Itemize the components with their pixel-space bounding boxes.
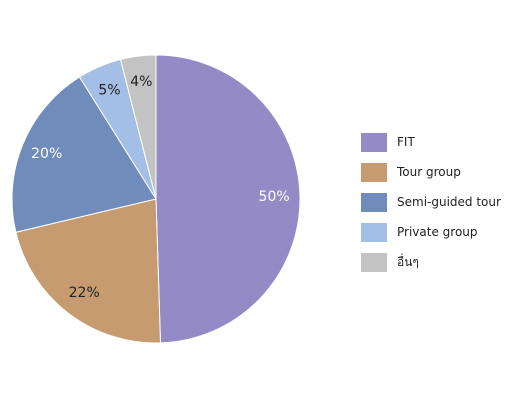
legend-label-fit: FIT [397, 135, 415, 149]
legend-item-other: อื่นๆ [361, 247, 501, 277]
legend-swatch-fit [361, 132, 387, 152]
legend-swatch-tour-group [361, 162, 387, 182]
pie-slice-tour-group [15, 198, 161, 344]
legend-item-semi-guided-tour: Semi-guided tour [361, 187, 501, 217]
legend-swatch-semi-guided-tour [361, 192, 387, 212]
legend-item-fit: FIT [361, 127, 501, 157]
data-label-other: 4% [130, 74, 152, 90]
data-label-private-group: 5% [98, 82, 120, 98]
legend-label-private-group: Private group [397, 225, 478, 239]
legend-item-tour-group: Tour group [361, 157, 501, 187]
legend-swatch-other [361, 252, 387, 272]
data-label-fit: 50% [259, 189, 290, 205]
legend-label-other: อื่นๆ [397, 254, 419, 269]
legend: FIT Tour group Semi-guided tour Private … [361, 127, 501, 277]
data-label-tour-group: 22% [69, 285, 100, 301]
legend-swatch-private-group [361, 222, 387, 242]
data-label-semi-guided-tour: 20% [31, 146, 62, 162]
pie-slice-semi-guided-tour [11, 76, 157, 233]
pie-slice-fit [155, 54, 301, 344]
pie-slice-other [119, 54, 157, 200]
legend-label-tour-group: Tour group [397, 165, 461, 179]
legend-item-private-group: Private group [361, 217, 501, 247]
legend-label-semi-guided-tour: Semi-guided tour [397, 195, 501, 209]
